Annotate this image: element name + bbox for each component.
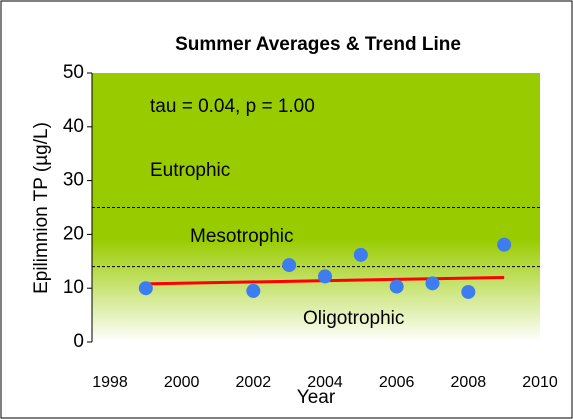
x-axis-label: Year (297, 387, 336, 408)
x-tick-label: 2010 (522, 374, 558, 391)
annotation: Eutrophic (150, 160, 230, 181)
y-tick-label: 30 (63, 170, 84, 191)
x-tick-label: 2002 (236, 374, 272, 391)
point (425, 276, 440, 291)
point (138, 281, 153, 296)
point (497, 237, 512, 252)
x-tick-label: 1998 (92, 374, 128, 391)
x-tick-label: 2006 (379, 374, 415, 391)
y-tick-label: 20 (63, 223, 84, 244)
x-tick-label: 2004 (307, 374, 343, 391)
x-tick-label: 2008 (451, 374, 487, 391)
annotation: Oligotrophic (303, 308, 404, 329)
point (461, 284, 476, 299)
y-tick-label: 50 (63, 62, 84, 83)
annotation: tau = 0.04, p = 1.00 (150, 96, 315, 117)
point (389, 279, 404, 294)
x-tick-label: 2000 (164, 374, 200, 391)
y-axis-label: Epilimnion TP (µg/L) (31, 122, 52, 294)
y-tick-label: 40 (63, 116, 84, 137)
chart-title: Summer Averages & Trend Line (175, 34, 461, 55)
y-tick-label: 0 (73, 331, 84, 352)
point (282, 258, 297, 273)
annotation: Mesotrophic (190, 226, 294, 247)
y-tick-label: 10 (63, 277, 84, 298)
point (318, 269, 332, 284)
point (246, 283, 261, 298)
point (353, 247, 368, 262)
